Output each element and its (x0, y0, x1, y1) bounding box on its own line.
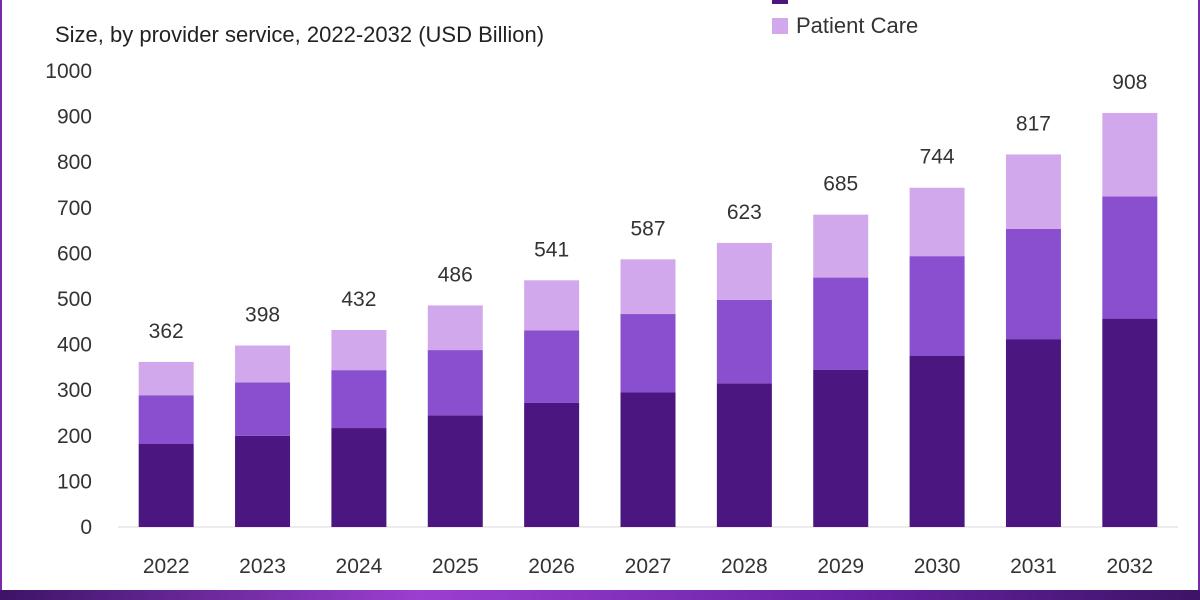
bar-segment-2026-series-1 (524, 402, 580, 527)
bar-segment-2024-series-2 (331, 370, 387, 429)
x-tick-label-2032: 2032 (1106, 555, 1153, 578)
x-tick-label-2024: 2024 (336, 555, 383, 578)
total-labels: 362 398 432 486 541 587 623 685 744 817 908 (149, 71, 1148, 343)
y-tick-label: 600 (57, 242, 92, 265)
y-tick-label: 0 (80, 516, 92, 539)
total-label-2029: 685 (823, 173, 858, 196)
bar-segment-2027-series-1 (620, 392, 676, 527)
y-tick-label: 300 (57, 379, 92, 402)
bars (138, 112, 1158, 527)
x-tick-label-2028: 2028 (721, 555, 768, 578)
bar-segment-2024-series-1 (331, 428, 387, 527)
x-tick-label-2022: 2022 (143, 555, 190, 578)
legend-label-patient-care: Patient Care (796, 13, 918, 38)
bar-segment-2031-series-1 (1005, 339, 1061, 527)
bar-segment-2026-series-2 (524, 330, 580, 403)
bar-segment-2025-series-1 (427, 415, 483, 527)
y-tick-label: 200 (57, 425, 92, 448)
bar-segment-2031-series-2 (1005, 228, 1061, 340)
y-tick-label: 400 (57, 334, 92, 357)
total-label-2025: 486 (438, 263, 473, 286)
bar-segment-2027-series-2 (620, 314, 676, 393)
bar-segment-2022-series-2 (138, 395, 194, 445)
bar-segment-2022-series-1 (138, 444, 194, 527)
y-tick-label: 700 (57, 197, 92, 220)
legend-swatch-patient-care (772, 18, 788, 34)
total-label-2032: 908 (1112, 71, 1147, 94)
y-tick-label: 800 (57, 151, 92, 174)
bar-segment-2027-series-3 (620, 259, 676, 315)
legend: Patient Care (772, 0, 918, 38)
y-tick-label: 900 (57, 106, 92, 129)
y-tick-label: 100 (57, 470, 92, 493)
bar-segment-2032-series-1 (1102, 318, 1158, 527)
y-tick-label: 500 (57, 288, 92, 311)
y-axis: 0 100 200 300 400 500 600 700 800 900 1000 (45, 60, 92, 539)
total-label-2028: 623 (727, 201, 762, 224)
bar-segment-2030-series-3 (909, 187, 965, 257)
bar-segment-2025-series-3 (427, 305, 483, 351)
x-tick-label-2023: 2023 (239, 555, 286, 578)
bar-segment-2025-series-2 (427, 350, 483, 416)
bar-segment-2030-series-2 (909, 256, 965, 356)
total-label-2027: 587 (630, 217, 665, 240)
bar-segment-2022-series-3 (138, 361, 194, 396)
legend-swatch-series-1 (772, 0, 788, 4)
bar-segment-2029-series-3 (813, 214, 869, 278)
bar-segment-2032-series-3 (1102, 112, 1158, 197)
x-tick-label-2030: 2030 (914, 555, 961, 578)
total-label-2031: 817 (1016, 112, 1051, 135)
bar-segment-2029-series-2 (813, 277, 869, 370)
bottom-gradient-band (0, 590, 1200, 600)
x-tick-label-2027: 2027 (625, 555, 672, 578)
bar-segment-2029-series-1 (813, 369, 869, 527)
x-axis: 2022 2023 2024 2025 2026 2027 2028 2029 2030 2031… (143, 555, 1153, 578)
bar-segment-2032-series-2 (1102, 196, 1158, 319)
total-label-2024: 432 (341, 288, 376, 311)
bar-segment-2026-series-3 (524, 280, 580, 331)
total-label-2022: 362 (149, 320, 184, 343)
bar-segment-2028-series-2 (716, 299, 772, 384)
x-tick-label-2029: 2029 (817, 555, 864, 578)
total-label-2023: 398 (245, 304, 280, 327)
bar-segment-2031-series-3 (1005, 154, 1061, 229)
bar-segment-2023-series-3 (235, 345, 291, 383)
bar-segment-2023-series-1 (235, 435, 291, 527)
x-tick-label-2026: 2026 (528, 555, 575, 578)
total-label-2026: 541 (534, 238, 569, 261)
x-tick-label-2025: 2025 (432, 555, 479, 578)
bar-segment-2028-series-3 (716, 242, 772, 300)
y-tick-label: 1000 (45, 60, 92, 83)
x-tick-label-2031: 2031 (1010, 555, 1057, 578)
total-label-2030: 744 (920, 146, 955, 169)
bar-segment-2023-series-2 (235, 382, 291, 436)
bar-segment-2030-series-1 (909, 356, 965, 527)
bar-segment-2028-series-1 (716, 383, 772, 527)
bar-segment-2024-series-3 (331, 330, 387, 371)
chart-title: Size, by provider service, 2022-2032 (US… (55, 22, 544, 47)
